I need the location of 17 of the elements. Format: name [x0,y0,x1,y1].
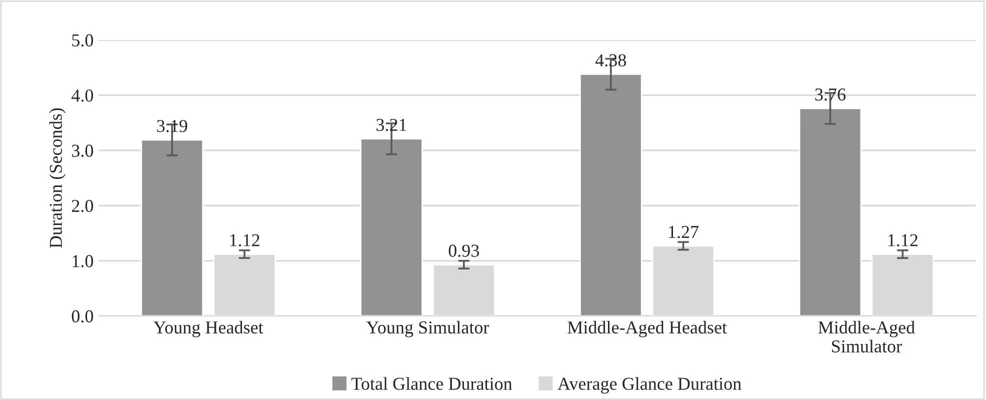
data-label: 0.93 [448,244,479,257]
data-label: 1.12 [888,234,918,246]
y-axis-title: Duration (Seconds) [49,108,66,248]
y-tick-label: 4.0 [72,89,94,102]
x-tick-label: Middle-Aged Headset [568,320,727,338]
y-tick-label: 0.0 [72,310,94,323]
data-label: 1.27 [669,226,699,238]
legend-label: Total Glance Duration [351,377,512,390]
x-tick-label: Young Headset [153,320,264,338]
data-label: 1.12 [230,234,260,246]
x-tick-label: Middle-Aged Simulator [818,320,915,352]
y-tick-label: 2.0 [72,200,94,212]
y-tick-label: 1.0 [72,255,94,268]
legend-label: Average Glance Duration [558,377,742,394]
y-tick-label: 5.0 [72,34,94,47]
y-tick-label: 3.0 [72,144,94,157]
x-tick-label: Young Simulator [366,320,490,338]
